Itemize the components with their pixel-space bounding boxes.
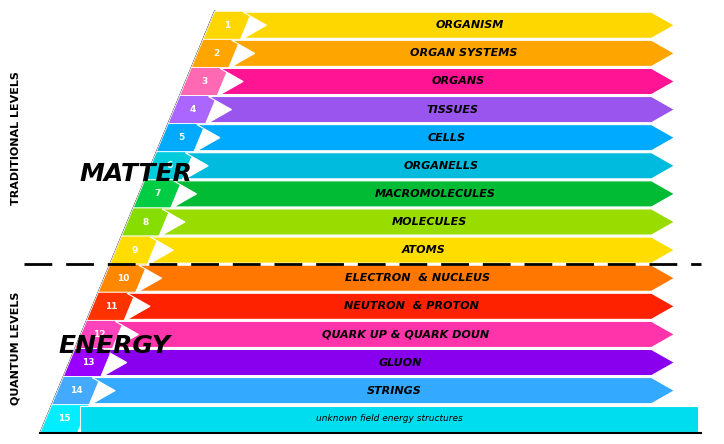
- Text: ATOMS: ATOMS: [401, 245, 445, 255]
- Polygon shape: [232, 40, 675, 67]
- Text: 14: 14: [70, 386, 83, 395]
- Polygon shape: [110, 236, 159, 264]
- Polygon shape: [185, 153, 675, 179]
- Polygon shape: [197, 125, 675, 151]
- Text: ELECTRON  & NUCLEUS: ELECTRON & NUCLEUS: [345, 273, 490, 283]
- Text: 13: 13: [82, 358, 94, 367]
- Polygon shape: [243, 12, 675, 38]
- Polygon shape: [191, 40, 240, 67]
- Text: 6: 6: [167, 161, 172, 170]
- Polygon shape: [156, 123, 206, 152]
- Polygon shape: [80, 406, 697, 432]
- Text: QUANTUM LEVELS: QUANTUM LEVELS: [11, 292, 21, 405]
- Polygon shape: [92, 377, 675, 404]
- Text: GLUON: GLUON: [378, 357, 421, 368]
- Text: 7: 7: [154, 190, 161, 198]
- Text: ENERGY: ENERGY: [58, 333, 170, 358]
- Text: 2: 2: [213, 49, 219, 58]
- Text: unknown field energy structures: unknown field energy structures: [316, 414, 463, 423]
- Text: 15: 15: [59, 414, 71, 423]
- Text: 11: 11: [105, 302, 117, 311]
- Text: NEUTRON  & PROTON: NEUTRON & PROTON: [344, 301, 479, 311]
- Text: ORGANS: ORGANS: [432, 76, 484, 87]
- Polygon shape: [168, 95, 217, 123]
- Polygon shape: [122, 208, 171, 236]
- Text: ORGANELLS: ORGANELLS: [403, 161, 478, 171]
- Text: 4: 4: [190, 105, 196, 114]
- Text: QUARK UP & QUARK DOUN: QUARK UP & QUARK DOUN: [322, 329, 489, 339]
- Polygon shape: [40, 404, 89, 433]
- Polygon shape: [145, 152, 194, 180]
- Text: ORGANISM: ORGANISM: [436, 20, 504, 30]
- Polygon shape: [98, 264, 147, 292]
- Polygon shape: [52, 377, 101, 404]
- Polygon shape: [115, 321, 675, 348]
- Text: 1: 1: [224, 21, 231, 30]
- Polygon shape: [127, 293, 675, 319]
- Text: ORGAN SYSTEMS: ORGAN SYSTEMS: [411, 48, 518, 58]
- Polygon shape: [133, 180, 182, 208]
- Text: 5: 5: [178, 133, 184, 142]
- Polygon shape: [162, 209, 675, 235]
- Text: MOLECULES: MOLECULES: [392, 217, 467, 227]
- Text: 3: 3: [201, 77, 208, 86]
- Text: MACROMOLECULES: MACROMOLECULES: [374, 189, 495, 199]
- Text: STRINGS: STRINGS: [366, 386, 421, 396]
- Polygon shape: [180, 67, 229, 95]
- Text: MATTER: MATTER: [79, 162, 192, 186]
- Text: TRADITIONAL LEVELS: TRADITIONAL LEVELS: [11, 71, 21, 205]
- Polygon shape: [203, 11, 252, 40]
- Text: 9: 9: [131, 246, 138, 254]
- Text: 12: 12: [93, 330, 106, 339]
- Text: 8: 8: [143, 218, 149, 226]
- Polygon shape: [174, 181, 675, 207]
- Text: 10: 10: [117, 274, 129, 283]
- Polygon shape: [220, 68, 675, 95]
- Polygon shape: [104, 349, 675, 376]
- Polygon shape: [64, 349, 112, 377]
- Polygon shape: [75, 321, 124, 349]
- Polygon shape: [209, 96, 675, 123]
- Polygon shape: [151, 237, 675, 263]
- Text: TISSUES: TISSUES: [426, 105, 479, 115]
- Polygon shape: [138, 265, 675, 291]
- Polygon shape: [87, 292, 135, 321]
- Text: CELLS: CELLS: [427, 133, 466, 143]
